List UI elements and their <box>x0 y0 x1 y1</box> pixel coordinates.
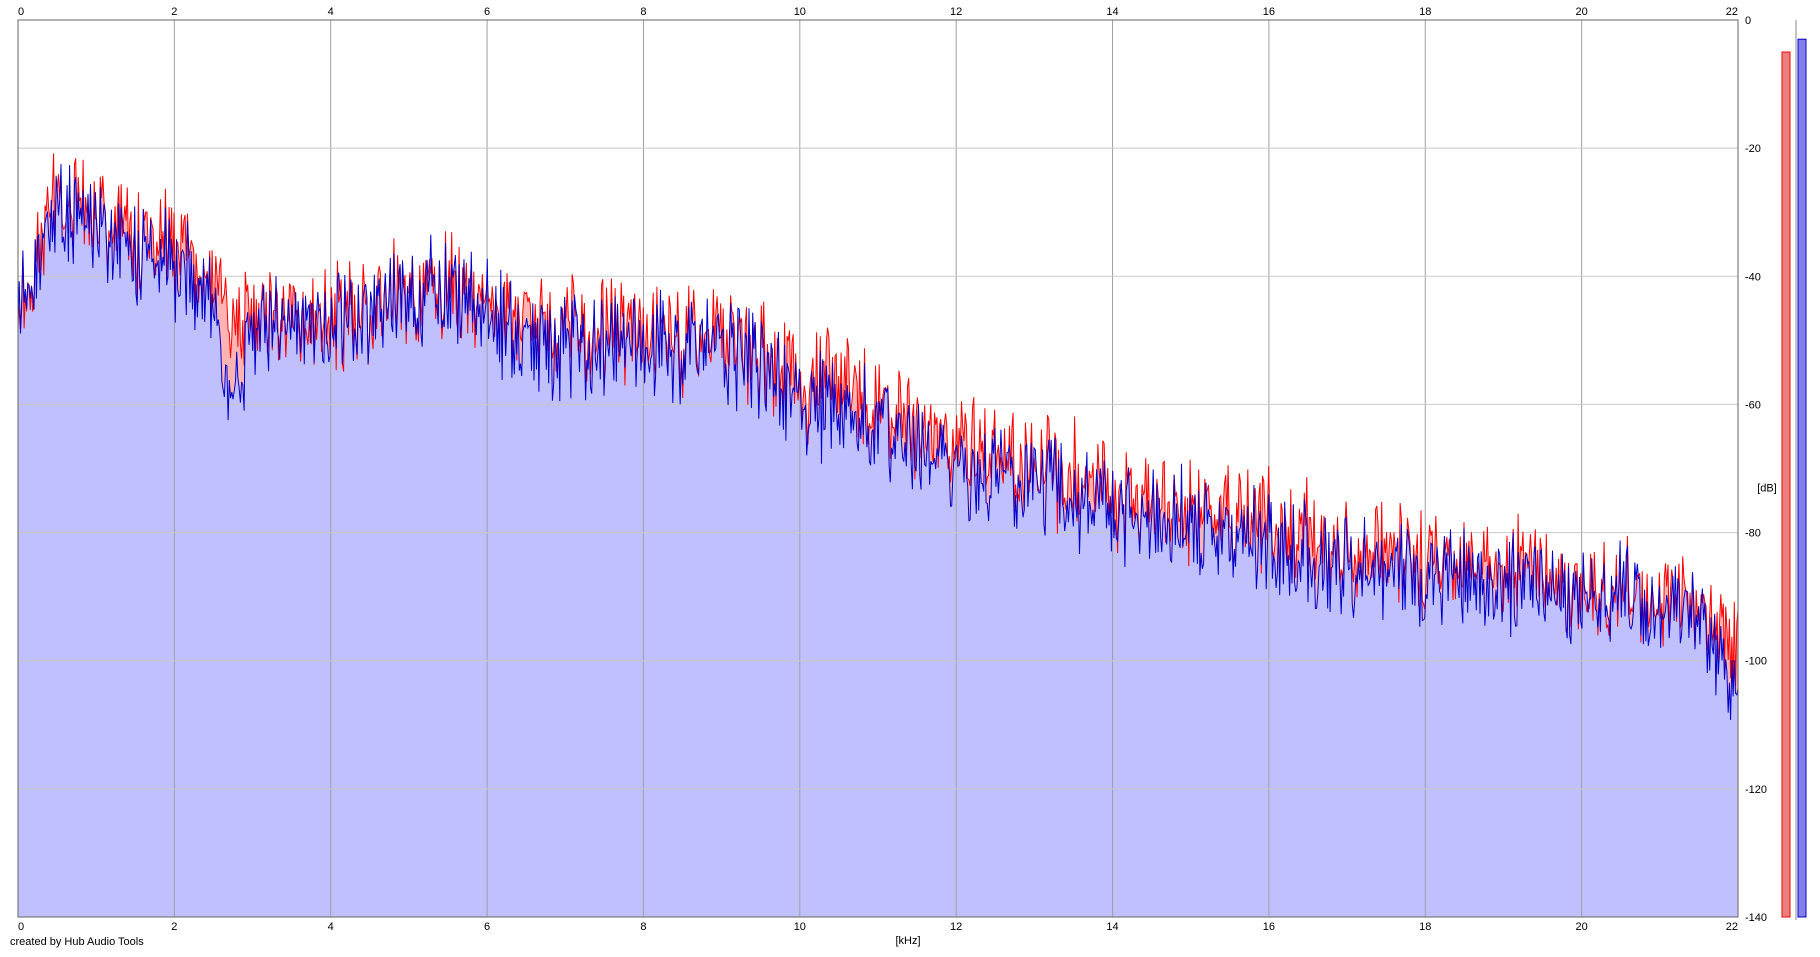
spectrum-fills <box>18 153 1738 918</box>
x-tick-label-bottom: 8 <box>640 921 646 933</box>
x-tick-label-top: 18 <box>1419 6 1431 18</box>
y-tick-label: -140 <box>1745 912 1767 924</box>
x-tick-label-bottom: 6 <box>484 921 490 933</box>
y-tick-label: -20 <box>1745 143 1761 155</box>
x-tick-label-bottom: 18 <box>1419 921 1431 933</box>
x-axis-label: [kHz] <box>895 935 920 947</box>
plot-frame <box>17 19 1739 918</box>
x-tick-label-top: 16 <box>1263 6 1275 18</box>
x-tick-label-bottom: 16 <box>1263 921 1275 933</box>
x-tick-label-top: 4 <box>328 6 334 18</box>
x-axis-top-ticks: 0 2 4 6 8 10 12 14 16 18 20 22 <box>18 6 1738 18</box>
y-tick-label: -40 <box>1745 271 1761 283</box>
y-tick-label: -80 <box>1745 528 1761 540</box>
x-tick-label-top: 10 <box>794 6 806 18</box>
level-meter-2 <box>1797 38 1807 918</box>
y-axis-ticks: 0 -20 -40 -60 -80 -100 -120 -140 <box>1745 15 1767 924</box>
credit-text: created by Hub Audio Tools <box>10 936 144 948</box>
x-tick-label-top: 0 <box>18 6 24 18</box>
x-tick-label-bottom: 2 <box>171 921 177 933</box>
level-meter-1 <box>1781 51 1791 918</box>
x-tick-label-bottom: 22 <box>1726 921 1738 933</box>
x-tick-label-top: 12 <box>950 6 962 18</box>
x-tick-label-bottom: 0 <box>18 921 24 933</box>
x-tick-label-bottom: 4 <box>328 921 334 933</box>
y-tick-label: -100 <box>1745 656 1767 668</box>
y-tick-label: -120 <box>1745 784 1767 796</box>
x-tick-label-top: 22 <box>1726 6 1738 18</box>
spectrum-area-2 <box>18 164 1738 918</box>
x-tick-label-top: 2 <box>171 6 177 18</box>
spectrum-lines <box>17 153 1739 721</box>
x-tick-label-bottom: 10 <box>794 921 806 933</box>
y-tick-label: -60 <box>1745 399 1761 411</box>
x-tick-label-top: 6 <box>484 6 490 18</box>
x-tick-label-top: 8 <box>640 6 646 18</box>
x-tick-label-bottom: 14 <box>1106 921 1118 933</box>
y-tick-label: 0 <box>1745 15 1751 27</box>
x-tick-label-top: 14 <box>1106 6 1118 18</box>
y-axis-label: [dB] <box>1757 483 1777 495</box>
x-tick-label-bottom: 20 <box>1576 921 1588 933</box>
level-meters <box>1781 20 1807 920</box>
x-tick-label-top: 20 <box>1576 6 1588 18</box>
x-tick-label-bottom: 12 <box>950 921 962 933</box>
x-axis-bottom-ticks: 0 2 4 6 8 10 12 14 16 18 20 22 <box>18 921 1738 933</box>
spectrum-line-2 <box>17 164 1739 721</box>
